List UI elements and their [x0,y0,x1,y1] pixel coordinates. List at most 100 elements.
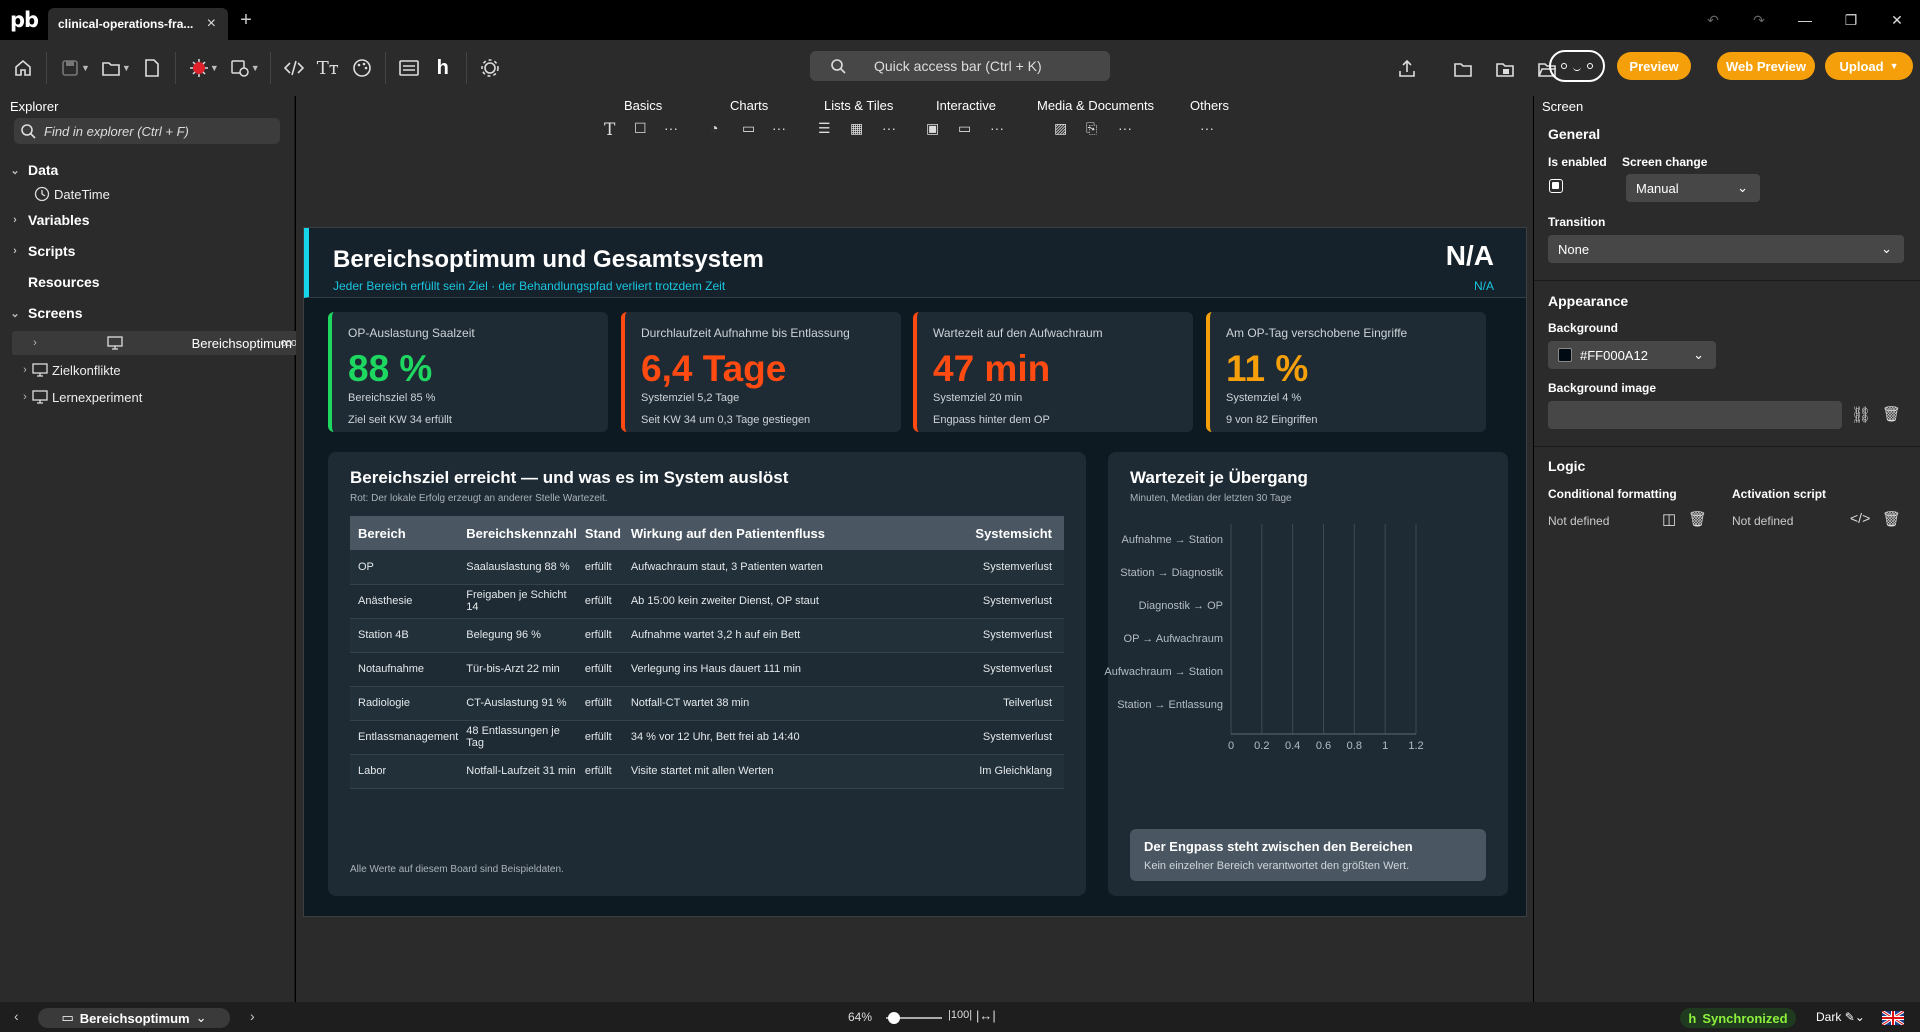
category-lists-tiles[interactable]: Lists & Tiles [824,98,894,113]
list-icon[interactable]: ☰ [818,120,831,136]
chevron-right-icon: › [23,364,27,376]
link-icon[interactable]: ⛓ [1851,407,1872,424]
database-icon[interactable] [392,51,426,85]
pdf-tool-icon[interactable]: ⎘ [1086,120,1098,136]
kpi-label: Wartezeit auf den Aufwachraum [933,326,1103,340]
rectangle-tool-icon[interactable]: ☐ [634,120,647,136]
more-icon[interactable]: ··· [664,120,678,136]
file-tab[interactable]: clinical-operations-fra... × [48,8,228,40]
screen-change-select[interactable]: Manual ⌄ [1626,174,1760,202]
category-charts[interactable]: Charts [730,98,769,113]
open-folder-icon[interactable] [94,51,128,85]
more-icon[interactable]: ··· [882,120,896,136]
more-options-icon[interactable]: ooo [280,337,297,349]
trash-icon[interactable]: 🗑 [1882,406,1902,423]
bottleneck-note-title: Der Engpass steht zwischen den Bereichen [1144,839,1413,854]
tree-variables-label: Variables [28,212,90,228]
web-preview-button[interactable]: Web Preview [1717,52,1815,80]
theme-selector[interactable]: Dark ✎⌄ [1816,1010,1865,1024]
pie-chart-icon[interactable]: ◔ [710,120,719,136]
code-icon[interactable]: </> [1850,510,1871,526]
code-icon[interactable] [277,51,311,85]
h-plugin-icon[interactable]: h [436,56,449,79]
folder-image-icon[interactable] [1488,52,1522,86]
background-image-input[interactable] [1548,401,1842,429]
export-icon[interactable] [1390,52,1424,86]
tree-screens[interactable]: ⌄ Screens [8,301,82,325]
restore-button[interactable]: ❐ [1844,11,1858,28]
app-logo[interactable]: pb [9,8,39,32]
tab-close-icon[interactable]: × [206,15,216,32]
input-tool-icon[interactable]: ▭ [958,120,972,136]
fit-100-icon[interactable]: |100| [948,1009,973,1021]
screen-item-bereichsoptimum[interactable]: › Bereichsoptimum ooo [12,331,304,355]
screen-selector[interactable]: ▭ Bereichsoptimum ⌄ [38,1008,230,1028]
preview-button[interactable]: Preview [1617,52,1691,80]
zoom-slider-handle[interactable] [888,1012,900,1024]
debug-icon[interactable] [182,51,216,85]
home-icon[interactable] [6,51,40,85]
language-flag-icon[interactable] [1882,1011,1904,1025]
fit-width-icon[interactable]: |↔| [976,1008,996,1023]
table-cell: erfüllt [576,618,623,653]
zoom-slider[interactable] [886,1012,942,1024]
trash-icon[interactable]: 🗑 [1882,511,1902,528]
chevron-down-icon[interactable]: ▼ [81,63,90,73]
text-style-icon[interactable]: Tт [316,57,339,79]
text-tool-icon[interactable]: T [604,120,616,140]
tree-variables[interactable]: › Variables [8,208,90,232]
category-others[interactable]: Others [1190,98,1230,113]
quick-access-bar[interactable]: Quick access bar (Ctrl + K) [810,51,1110,81]
chevron-down-icon[interactable]: ▼ [250,63,260,73]
button-tool-icon[interactable]: ▣ [926,120,940,136]
edit-rules-icon[interactable]: ◫ [1662,511,1677,528]
transition-select[interactable]: None ⌄ [1548,235,1904,263]
save-icon[interactable] [53,51,87,85]
screen-item-lernexperiment[interactable]: › Lernexperiment [18,385,142,409]
chevron-down-icon[interactable]: ▼ [121,63,131,73]
tree-resources[interactable]: Resources [28,270,100,294]
tree-datetime[interactable]: DateTime [34,182,110,206]
tree-scripts[interactable]: › Scripts [8,239,75,263]
category-basics[interactable]: Basics [624,98,663,113]
more-icon[interactable]: ··· [1200,120,1214,136]
chevron-left-icon[interactable]: ‹ [14,1008,19,1024]
chevron-right-icon[interactable]: › [250,1008,255,1024]
minimize-button[interactable]: — [1798,12,1812,28]
undo-icon[interactable]: ↶ [1707,11,1719,28]
category-media-documents[interactable]: Media & Documents [1037,98,1155,113]
new-file-icon[interactable] [135,51,169,85]
background-color-select[interactable]: #FF000A12 ⌄ [1548,341,1716,369]
table-cell: Verlegung ins Haus dauert 111 min [622,652,879,687]
y-category-label: Station → Diagnostik [1120,567,1223,579]
activation-script-value: Not defined [1732,514,1794,528]
close-window-button[interactable]: ✕ [1891,11,1903,28]
x-tick-label: 0.8 [1346,740,1362,752]
trash-icon[interactable]: 🗑 [1688,511,1708,528]
upload-button[interactable]: Upload ▼ [1825,52,1913,80]
table-cell: Aufwachraum staut, 3 Patienten warten [622,550,879,585]
screen-item-zielkonflikte[interactable]: › Zielkonflikte [18,358,120,382]
settings-icon[interactable] [223,51,257,85]
folder-icon[interactable] [1446,52,1480,86]
screen-preview[interactable]: Bereichsoptimum und Gesamtsystem Jeder B… [304,228,1526,916]
more-icon[interactable]: ··· [772,120,786,136]
more-icon[interactable]: ··· [990,120,1004,136]
new-tab-button[interactable]: + [240,8,252,31]
is-enabled-checkbox[interactable] [1549,179,1563,193]
table-cell: Systemverlust [878,584,1064,619]
table-header-cell: Wirkung auf den Patientenfluss [622,516,879,550]
image-tool-icon[interactable]: ▨ [1054,120,1068,136]
palette-icon[interactable] [345,51,379,85]
avatar[interactable] [1549,50,1605,82]
more-icon[interactable]: ··· [1118,120,1132,136]
explorer-search[interactable]: Find in explorer (Ctrl + F) [14,118,280,144]
plugin-gear-icon[interactable] [473,51,507,85]
redo-icon[interactable]: ↷ [1753,11,1765,28]
chevron-down-icon[interactable]: ▼ [209,63,219,73]
kpi-value: 6,4 Tage [641,348,787,389]
progress-bar-icon[interactable]: ▭ [742,120,756,136]
category-interactive[interactable]: Interactive [936,98,996,113]
tree-data[interactable]: ⌄ Data [8,158,58,182]
table-icon[interactable]: ▦ [850,120,864,136]
